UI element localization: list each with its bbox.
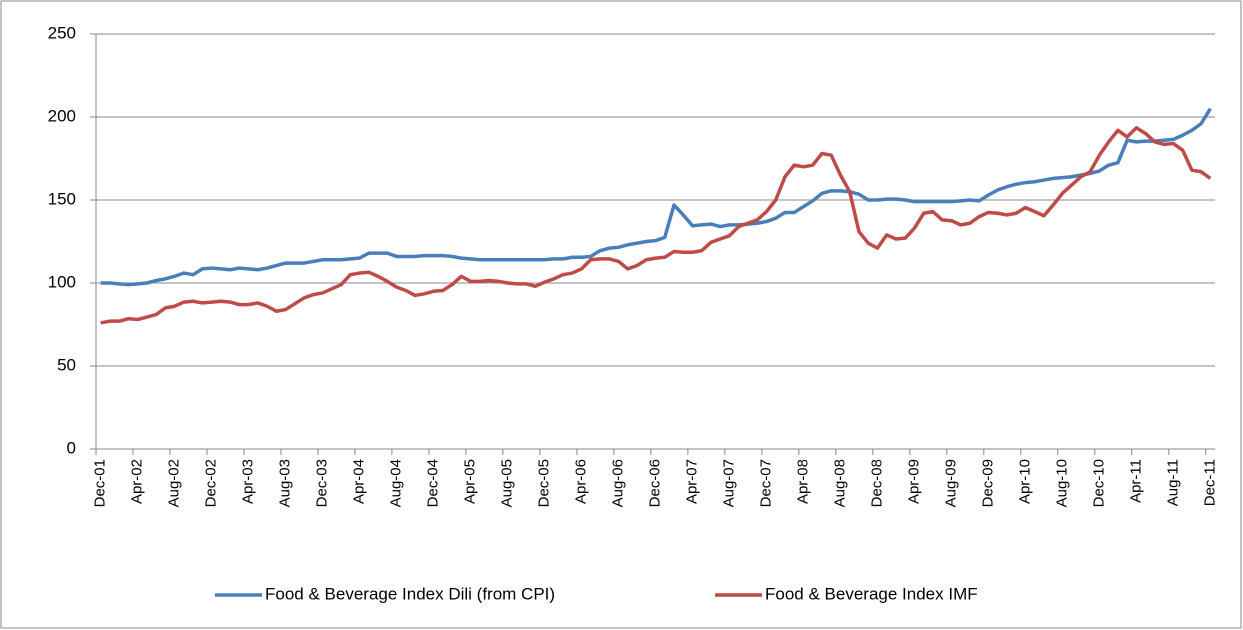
x-tick-label: Dec-05: [535, 459, 552, 507]
y-tick-label: 200: [48, 106, 76, 125]
x-tick-label: Apr-02: [129, 459, 146, 504]
y-tick-label: 0: [67, 438, 76, 457]
x-tick-label: Aug-07: [720, 459, 737, 507]
x-tick-label: Aug-04: [388, 459, 405, 507]
x-tick-label: Dec-02: [203, 459, 220, 507]
x-tick-label: Aug-02: [166, 459, 183, 507]
x-tick-label: Aug-09: [942, 459, 959, 507]
x-tick-label: Apr-06: [572, 459, 589, 504]
x-tick-label: Apr-09: [905, 459, 922, 504]
x-tick-label: Apr-07: [683, 459, 700, 504]
series-line: [100, 107, 1212, 287]
x-tick-label: Apr-10: [1016, 459, 1033, 504]
x-tick-label: Dec-10: [1090, 459, 1107, 507]
y-tick-label: 150: [48, 189, 76, 208]
x-tick-label: Dec-08: [868, 459, 885, 507]
x-tick-label: Apr-03: [240, 459, 257, 504]
x-tick-label: Aug-03: [277, 459, 294, 507]
y-tick-label: 100: [48, 272, 76, 291]
y-tick-label: 250: [48, 23, 76, 42]
y-tick-label: 50: [57, 355, 76, 374]
x-tick-label: Dec-03: [314, 459, 331, 507]
x-tick-label: Dec-01: [92, 459, 109, 507]
x-tick-label: Apr-05: [462, 459, 479, 504]
x-tick-label: Apr-08: [794, 459, 811, 504]
series-line: [100, 126, 1212, 325]
x-tick-label: Dec-11: [1201, 459, 1218, 506]
x-tick-label: Aug-08: [831, 459, 848, 507]
legend-label: Food & Beverage Index IMF: [765, 584, 978, 603]
x-tick-label: Aug-05: [499, 459, 516, 507]
x-tick-label: Apr-11: [1127, 459, 1144, 503]
legend-label: Food & Beverage Index Dili (from CPI): [265, 584, 555, 603]
x-tick-label: Apr-04: [351, 459, 368, 504]
x-tick-label: Dec-09: [979, 459, 996, 507]
x-tick-label: Aug-11: [1164, 459, 1181, 506]
x-tick-label: Dec-04: [425, 459, 442, 507]
x-tick-label: Dec-06: [646, 459, 663, 507]
x-tick-label: Aug-10: [1053, 459, 1070, 507]
x-tick-label: Dec-07: [757, 459, 774, 507]
x-tick-label: Aug-06: [609, 459, 626, 507]
